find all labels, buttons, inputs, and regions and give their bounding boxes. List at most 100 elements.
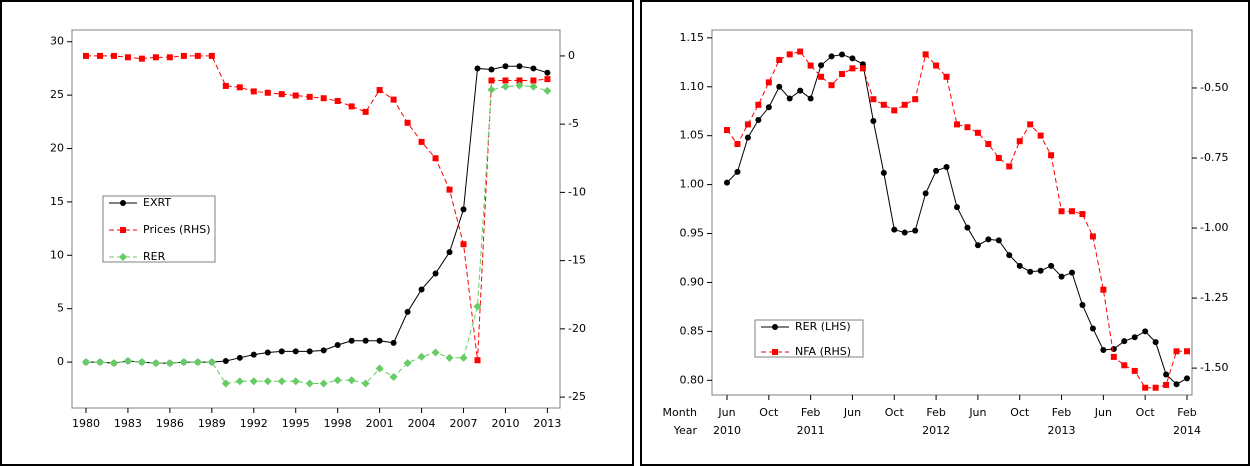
data-point bbox=[404, 119, 411, 126]
data-point bbox=[1152, 339, 1159, 346]
data-point bbox=[1142, 384, 1149, 391]
data-point bbox=[724, 127, 730, 134]
data-point bbox=[334, 342, 341, 348]
data-point bbox=[1152, 384, 1159, 391]
legend-label: NFA (RHS) bbox=[795, 345, 851, 358]
data-point bbox=[291, 377, 300, 386]
data-point bbox=[1184, 375, 1190, 382]
x-tick-label: Jun bbox=[717, 406, 735, 419]
data-point bbox=[1163, 381, 1170, 388]
data-point bbox=[403, 359, 412, 368]
data-point bbox=[376, 337, 383, 344]
data-point bbox=[974, 129, 981, 136]
data-point bbox=[418, 286, 425, 293]
data-point bbox=[901, 229, 908, 236]
y-tick-label: 1.10 bbox=[680, 80, 705, 93]
data-point bbox=[818, 73, 825, 80]
series-line bbox=[85, 85, 548, 384]
data-point bbox=[1110, 353, 1117, 360]
x-tick-label: 1983 bbox=[114, 417, 142, 430]
data-point bbox=[529, 82, 538, 91]
data-point bbox=[488, 77, 495, 84]
data-point bbox=[390, 339, 397, 346]
data-point bbox=[964, 124, 971, 131]
x-tick-label: Feb bbox=[926, 406, 945, 419]
data-point bbox=[166, 54, 173, 61]
data-point bbox=[110, 52, 117, 59]
data-point bbox=[985, 141, 992, 148]
data-point bbox=[943, 73, 950, 80]
x-tick-label: Oct bbox=[759, 406, 779, 419]
data-point bbox=[839, 51, 845, 58]
x-tick-label: 1986 bbox=[156, 417, 184, 430]
data-point bbox=[516, 77, 523, 84]
legend-marker bbox=[120, 200, 126, 206]
x-tick-label: 1992 bbox=[240, 417, 268, 430]
data-point bbox=[460, 241, 467, 248]
series-line bbox=[85, 55, 548, 361]
x-tick-label: Feb bbox=[801, 406, 820, 419]
data-point bbox=[333, 376, 342, 385]
data-point bbox=[807, 62, 814, 69]
y2-tick-label: -15 bbox=[568, 254, 586, 267]
data-point bbox=[912, 96, 919, 103]
data-point bbox=[1037, 267, 1044, 274]
data-point bbox=[922, 51, 929, 58]
data-point bbox=[488, 66, 495, 73]
data-point bbox=[1184, 348, 1190, 355]
left-panel bbox=[0, 0, 634, 466]
data-point bbox=[138, 55, 145, 62]
data-point bbox=[236, 354, 243, 361]
data-point bbox=[292, 92, 299, 99]
y2-tick-label: 0 bbox=[568, 49, 575, 62]
data-point bbox=[347, 376, 356, 385]
data-point bbox=[755, 117, 762, 124]
data-point bbox=[1058, 273, 1065, 280]
data-point bbox=[432, 270, 439, 277]
data-point bbox=[292, 348, 299, 355]
data-point bbox=[320, 347, 327, 354]
y2-tick-label: -25 bbox=[568, 390, 586, 403]
data-point bbox=[1069, 269, 1075, 276]
y-tick-label: 20 bbox=[50, 142, 64, 155]
data-point bbox=[222, 358, 229, 365]
data-point bbox=[376, 87, 383, 94]
data-point bbox=[797, 87, 804, 94]
data-point bbox=[194, 52, 201, 59]
data-point bbox=[152, 54, 159, 61]
data-point bbox=[1016, 262, 1023, 269]
data-point bbox=[263, 377, 272, 386]
data-point bbox=[765, 79, 772, 86]
data-point bbox=[250, 351, 257, 358]
x-year-label: 2013 bbox=[1048, 424, 1076, 437]
data-point bbox=[880, 101, 887, 108]
data-point bbox=[776, 83, 783, 90]
y-tick-label: 0.90 bbox=[680, 275, 705, 288]
x-tick-label: 1998 bbox=[324, 417, 352, 430]
data-point bbox=[278, 348, 285, 355]
data-point bbox=[734, 141, 741, 148]
data-point bbox=[870, 96, 877, 103]
y-tick-label: 10 bbox=[50, 248, 64, 261]
data-point bbox=[744, 134, 751, 141]
plot-area bbox=[71, 29, 561, 409]
data-point bbox=[859, 65, 866, 72]
x-tick-label: 2013 bbox=[533, 417, 561, 430]
data-point bbox=[306, 348, 313, 355]
data-point bbox=[375, 364, 384, 373]
data-point bbox=[459, 353, 468, 362]
x-tick-label: 2004 bbox=[408, 417, 436, 430]
data-point bbox=[361, 379, 370, 388]
y-tick-label: 25 bbox=[50, 88, 64, 101]
data-point bbox=[530, 77, 537, 84]
data-point bbox=[1173, 348, 1180, 355]
data-point bbox=[1048, 262, 1055, 269]
data-point bbox=[1079, 301, 1086, 308]
legend-label: RER (LHS) bbox=[795, 320, 851, 333]
data-point bbox=[362, 108, 369, 115]
data-point bbox=[1142, 328, 1149, 335]
data-point bbox=[912, 227, 919, 234]
data-point bbox=[995, 155, 1002, 162]
series-line bbox=[85, 65, 548, 364]
data-point bbox=[124, 54, 131, 61]
